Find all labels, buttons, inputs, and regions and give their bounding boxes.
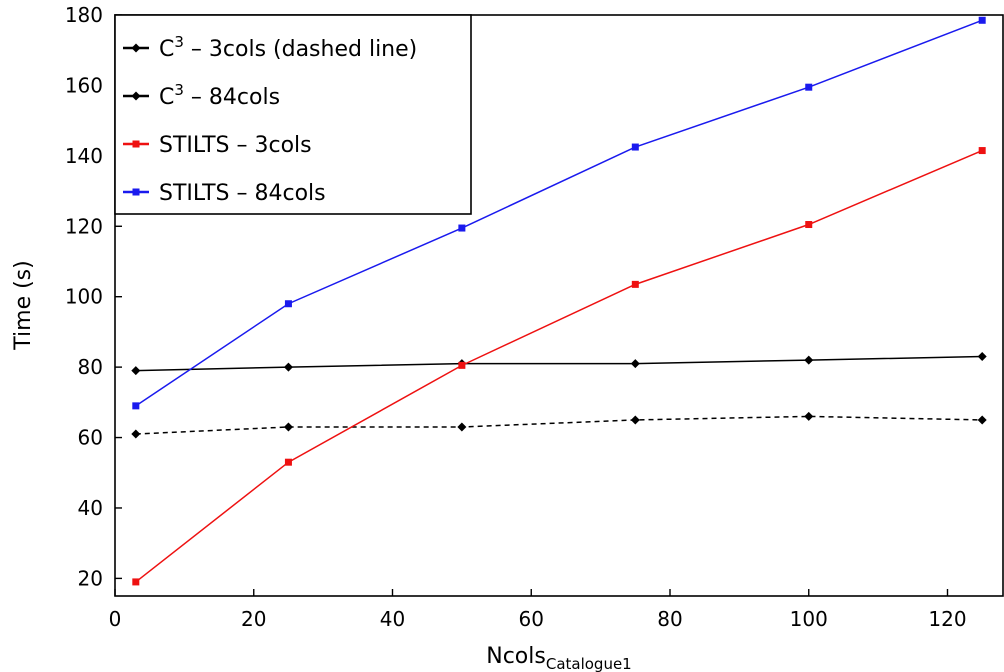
y-axis: 20 40 60 80 100 120 140 160 180 (65, 3, 122, 590)
data-point (630, 415, 640, 425)
data-point (284, 300, 292, 308)
y-tick-label: 40 (78, 496, 103, 520)
x-tick-label: 80 (657, 607, 682, 631)
data-point (977, 352, 987, 362)
series-line (135, 415, 983, 435)
series-line (135, 149, 983, 583)
series-1 (131, 352, 987, 376)
legend-entry: STILTS – 84cols (123, 181, 326, 206)
data-point (630, 359, 640, 369)
y-tick-label: 60 (78, 426, 103, 450)
legend-box (114, 14, 472, 215)
series-0 (131, 411, 987, 439)
legend-marker (132, 140, 140, 148)
x-axis-label: NcolsCatalogue1 (486, 644, 631, 672)
y-tick-label: 160 (65, 73, 103, 97)
data-point (805, 83, 813, 91)
data-point (458, 361, 466, 369)
x-tick-label: 100 (790, 607, 828, 631)
data-point (457, 422, 467, 432)
x-axis: 0 20 40 60 80 100 120 (109, 589, 967, 631)
legend-label: C3 – 3cols (dashed line) (159, 33, 417, 62)
legend-marker (131, 43, 141, 53)
data-point (132, 578, 140, 586)
plot-frame (114, 14, 1004, 597)
x-tick-label: 40 (380, 607, 405, 631)
legend-entry: STILTS – 3cols (123, 133, 312, 158)
data-point (458, 224, 466, 232)
data-point (804, 355, 814, 365)
x-tick-label: 0 (109, 607, 122, 631)
data-point (977, 415, 987, 425)
data-point (131, 429, 141, 439)
y-tick-label: 20 (78, 566, 103, 590)
data-point (283, 362, 293, 372)
series-3 (132, 16, 986, 410)
data-point (978, 16, 986, 24)
data-point (631, 280, 639, 288)
x-tick-label: 20 (241, 607, 266, 631)
y-tick-label: 180 (65, 3, 103, 27)
legend: C3 – 3cols (dashed line) C3 – 84cols STILT… (114, 14, 472, 215)
series-line (135, 355, 983, 372)
series-2 (132, 147, 986, 586)
legend-label: STILTS – 84cols (159, 181, 326, 206)
legend-entry: C3 – 3cols (dashed line) (123, 33, 417, 62)
x-tick-label: 120 (928, 607, 966, 631)
y-tick-label: 120 (65, 214, 103, 238)
data-point (804, 411, 814, 421)
data-point (978, 147, 986, 155)
y-tick-label: 140 (65, 144, 103, 168)
y-tick-label: 80 (78, 355, 103, 379)
legend-entry: C3 – 84cols (123, 81, 280, 110)
data-point (284, 458, 292, 466)
y-tick-label: 100 (65, 285, 103, 309)
legend-label: STILTS – 3cols (159, 133, 312, 158)
x-tick-label: 60 (519, 607, 544, 631)
data-point (283, 422, 293, 432)
y-axis-label: Time (s) (11, 260, 36, 350)
series-line (135, 19, 983, 407)
data-point (131, 366, 141, 376)
data-point (132, 402, 140, 410)
data-point (805, 221, 813, 229)
legend-marker (132, 188, 140, 196)
legend-marker (131, 91, 141, 101)
legend-label: C3 – 84cols (159, 81, 280, 110)
data-point (631, 143, 639, 151)
series-layer (131, 16, 987, 586)
